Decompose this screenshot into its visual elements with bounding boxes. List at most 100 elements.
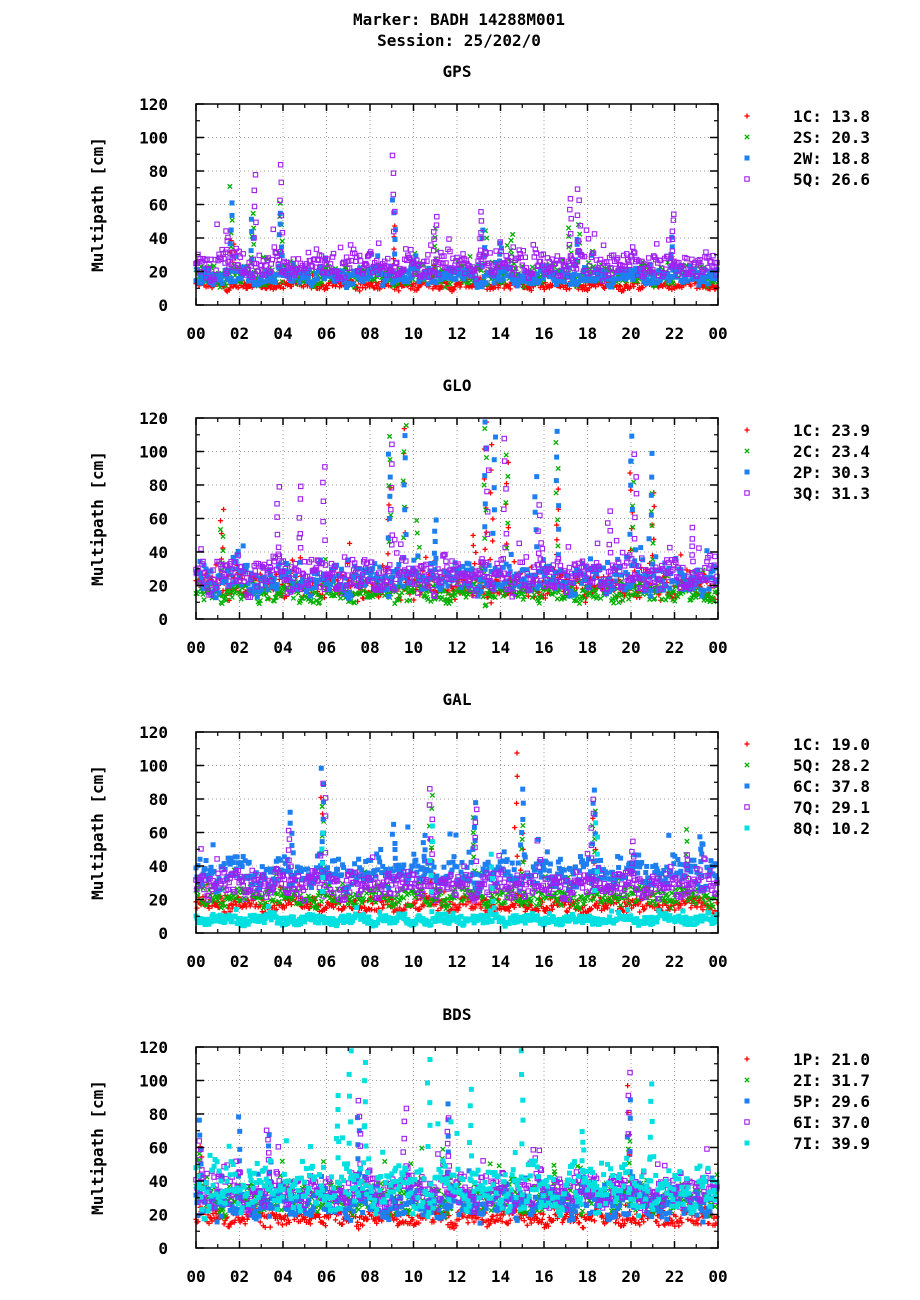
data-point (307, 593, 313, 599)
data-point (278, 244, 284, 250)
data-point (574, 186, 581, 192)
data-point (253, 219, 259, 226)
data-point (372, 285, 378, 291)
data-point (503, 452, 509, 458)
figure-title-line1: Marker: BADH 14288M001 (353, 10, 565, 29)
data-point (380, 282, 386, 288)
data-point (238, 276, 244, 282)
data-point (314, 276, 320, 282)
data-point (220, 506, 227, 513)
x-tick-label: 18 (578, 638, 597, 657)
data-point (305, 249, 312, 256)
axes: 00 02 04 06 08 10 12 14 16 18 20 22 0002040608010012… (139, 95, 728, 343)
data-point (274, 501, 280, 507)
y-tick-label: 120 (139, 409, 168, 428)
data-point (651, 503, 657, 510)
data-point (367, 284, 373, 290)
data-point (401, 482, 407, 488)
x-tick-label: 20 (621, 638, 640, 657)
data-point (240, 543, 246, 549)
data-point (316, 286, 323, 292)
data-point (506, 563, 512, 569)
data-point (251, 241, 257, 247)
data-points (193, 750, 720, 929)
x-tick-label: 06 (317, 324, 336, 343)
data-point (272, 279, 278, 285)
data-point (327, 587, 333, 593)
data-point (501, 435, 508, 442)
x-tick-label: 18 (578, 324, 597, 343)
data-point (628, 482, 634, 488)
data-point (214, 221, 220, 228)
data-point (280, 285, 286, 291)
data-point (605, 520, 611, 526)
data-point (274, 531, 281, 538)
y-tick-label: 40 (149, 543, 168, 562)
data-point (536, 502, 542, 508)
data-point (346, 540, 353, 547)
data-point (229, 212, 235, 218)
y-tick-label: 60 (149, 196, 168, 215)
data-point (219, 280, 225, 286)
data-point (646, 536, 652, 542)
data-point (638, 545, 644, 551)
data-point (389, 461, 395, 467)
data-point (505, 473, 511, 480)
x-tick-label: 14 (491, 324, 510, 343)
data-point (572, 591, 578, 597)
data-point (249, 228, 255, 234)
data-point (390, 170, 397, 176)
data-point (649, 474, 655, 480)
data-point (567, 206, 573, 213)
data-point (491, 280, 497, 286)
data-point (432, 560, 438, 566)
data-point (509, 231, 516, 238)
data-point (375, 240, 382, 246)
data-point (385, 451, 391, 457)
data-point (227, 183, 233, 190)
legend-marker (744, 490, 750, 496)
data-point (511, 559, 517, 565)
data-point (629, 506, 635, 512)
data-point (433, 280, 439, 286)
data-point (337, 244, 344, 251)
data-point (348, 593, 354, 599)
data-point (501, 506, 507, 513)
data-point (386, 433, 393, 440)
data-point (703, 249, 709, 255)
data-point (619, 549, 626, 556)
legend-marker (744, 427, 750, 433)
data-point (254, 594, 260, 600)
data-point (472, 561, 478, 567)
data-point (266, 559, 273, 566)
data-point (446, 275, 452, 281)
data-point (667, 544, 673, 551)
data-point (576, 197, 582, 203)
data-point (392, 237, 398, 243)
data-point (610, 600, 617, 606)
data-point (576, 600, 583, 607)
data-point (534, 474, 540, 480)
legend-entry-2C: 2C: 23.4 (793, 442, 870, 461)
y-axis-label: Multipath [cm] (88, 451, 107, 586)
y-tick-label: 120 (139, 95, 168, 114)
data-point (386, 593, 392, 599)
legend-entry-2P: 2P: 30.3 (793, 463, 870, 482)
data-point (684, 278, 690, 284)
data-point (324, 285, 331, 291)
data-point (503, 530, 510, 537)
data-point (690, 558, 696, 565)
data-point (229, 594, 235, 600)
data-point (320, 518, 326, 525)
x-tick-label: 00 (708, 324, 727, 343)
data-point (523, 554, 530, 560)
data-point (600, 242, 607, 249)
data-point (493, 434, 499, 440)
data-point (482, 546, 488, 552)
data-point (389, 441, 395, 448)
data-point (270, 226, 277, 233)
data-point (396, 288, 402, 294)
data-point (650, 540, 656, 546)
data-point (574, 212, 581, 219)
